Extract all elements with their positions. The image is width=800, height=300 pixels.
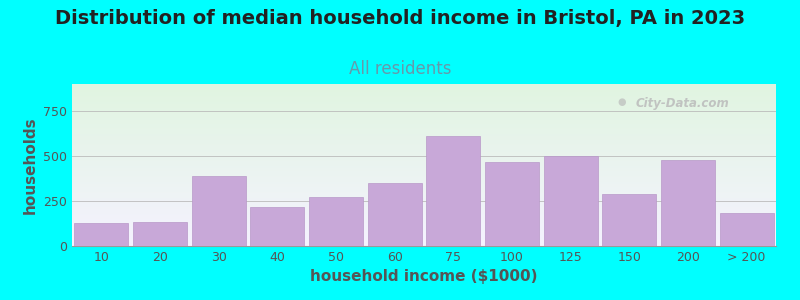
Bar [309,196,363,246]
Bar [485,162,539,246]
Text: ●: ● [618,97,626,107]
Text: Distribution of median household income in Bristol, PA in 2023: Distribution of median household income … [55,9,745,28]
Bar [661,160,715,246]
Y-axis label: households: households [22,116,38,214]
Bar [74,223,128,246]
Bar [250,207,304,246]
Bar [368,183,422,246]
Bar [192,176,246,246]
Bar [133,222,187,246]
X-axis label: household income ($1000): household income ($1000) [310,269,538,284]
Bar [426,136,480,246]
Text: All residents: All residents [349,60,451,78]
Bar [602,194,656,246]
Bar [720,213,774,246]
Text: City-Data.com: City-Data.com [635,97,729,110]
Bar [544,156,598,246]
